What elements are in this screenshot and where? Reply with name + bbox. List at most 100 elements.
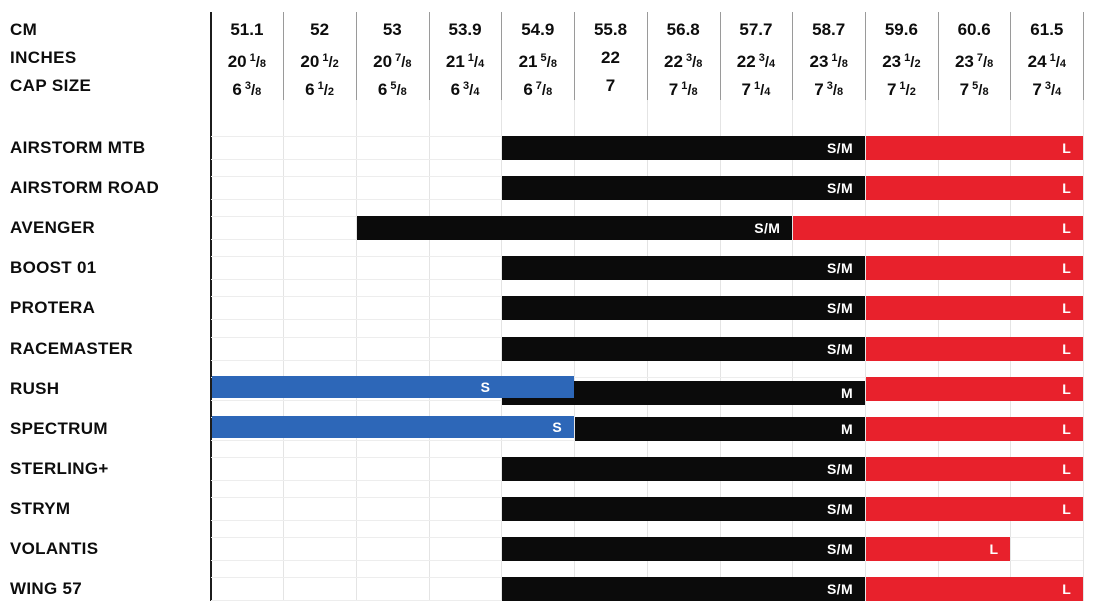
model-label-sterling-: STERLING+ [10,458,109,478]
fraction: 1/8 [249,52,267,71]
header-label-cm: CM [10,20,38,39]
column-inches-value: 20 1/8 [227,52,267,71]
column-header-52: 52 20 1/2 6 1/2 [283,16,356,100]
column-inches-value: 22 3/8 [664,52,703,71]
size-bar-label: L [1062,300,1072,317]
size-bar-label: S/M [826,260,854,277]
column-inches-value: 22 [601,48,620,67]
column-cm-value: 59.6 [884,20,918,39]
header-column-line [283,12,285,100]
column-header-57.7: 57.7 22 3/4 7 1/4 [720,16,793,100]
fraction: 1/2 [904,52,921,71]
column-cm-value: 52 [310,20,330,39]
column-cap-size-value: 7 1/4 [741,80,771,99]
column-header-61.5: 61.5 24 1/4 7 3/4 [1010,16,1083,100]
fraction: 5/8 [972,80,989,99]
column-header-54.9: 54.9 21 5/8 6 7/8 [501,16,574,100]
column-cap-size-value: 7 3/4 [1032,80,1062,99]
column-cap-size-value: 6 5/8 [377,80,407,99]
size-bar-l: L [866,376,1084,401]
size-bar-label: L [1062,260,1072,277]
size-bar-s-m: S/M [502,296,866,321]
column-header-58.7: 58.7 23 1/8 7 3/8 [792,16,865,100]
column-header-59.6: 59.6 23 1/2 7 1/2 [865,16,938,100]
fraction: 7/8 [535,80,553,99]
column-header-53: 53 20 7/8 6 5/8 [356,16,429,100]
size-bar-label: L [1062,380,1072,397]
size-bar-l: L [866,416,1084,441]
header-column-line [355,12,357,100]
column-header-53.9: 53.9 21 1/4 6 3/4 [429,16,502,100]
size-bar-label: L [1062,180,1072,197]
column-inches-value: 21 5/8 [518,52,557,71]
size-bar-label: S/M [826,541,854,557]
model-label-strym: STRYM [10,498,71,518]
body-column-line [865,100,867,601]
column-inches-value: 23 1/2 [882,52,921,71]
size-bar-l: L [866,577,1084,602]
fraction: 1/4 [1049,52,1067,71]
header-column-line [574,12,576,100]
header-column-line [1083,12,1085,100]
size-bar-label: L [1062,460,1072,477]
column-cap-size-value: 7 [605,76,616,95]
column-header-60.6: 60.6 23 7/8 7 5/8 [938,16,1011,100]
size-bar-l: L [866,336,1084,361]
size-bar-label: L [1062,140,1072,156]
column-cm-value: 56.8 [666,20,700,39]
fraction: 1/4 [467,52,485,71]
column-cap-size-value: 6 3/8 [232,80,262,99]
size-bar-label: S/M [826,340,854,357]
column-cm-value: 55.8 [593,20,628,39]
size-bar-label: S/M [826,140,854,156]
fraction: 7/8 [395,52,412,71]
axis-line-left [209,12,212,601]
fraction: 3/4 [1044,80,1062,99]
model-label-avenger: AVENGER [10,218,95,238]
column-cap-size-value: 7 1/2 [886,80,916,99]
size-bar-label: S [552,418,563,435]
size-bar-s-m: S/M [502,136,866,160]
model-label-protera: PROTERA [10,298,96,318]
header-label-inches: INCHES [10,48,77,67]
header-column-line [719,12,721,100]
fraction: 1/4 [753,80,771,99]
size-bar-s-m: S/M [502,537,866,561]
size-bar-s: S [211,375,575,398]
model-label-airstorm-mtb: AIRSTORM MTB [10,138,146,157]
size-bar-label: S [480,378,491,395]
size-bar-l: L [866,296,1084,321]
column-cm-value: 60.6 [957,20,991,39]
fraction: 5/8 [540,52,557,71]
fraction: 7/8 [976,52,994,71]
size-bar-label: L [1062,420,1072,437]
model-label-spectrum: SPECTRUM [10,418,108,438]
fraction: 3/8 [685,52,703,71]
column-inches-value: 20 1/2 [300,52,339,71]
size-bar-label: L [1062,500,1072,517]
size-bar-s-m: S/M [502,176,866,201]
size-bar-label: S/M [826,300,854,317]
model-label-rush: RUSH [10,378,60,398]
size-bar-label: M [840,420,854,437]
size-bar-label: S/M [826,180,854,197]
column-header-51.1: 51.1 20 1/8 6 3/8 [211,16,284,100]
column-inches-value: 21 1/4 [445,52,485,71]
header-label-cap-size: CAP SIZE [10,76,92,95]
model-label-volantis: VOLANTIS [10,539,99,558]
header-column-line [501,12,503,100]
column-cm-value: 53.9 [448,20,482,39]
size-bar-label: S/M [826,581,854,598]
fraction: 1/8 [831,52,848,71]
size-bar-s-m: S/M [502,256,866,281]
column-cap-size-value: 7 1/8 [668,80,698,99]
column-cap-size-value: 6 1/2 [305,80,335,99]
column-cap-size-value: 6 3/4 [450,80,480,99]
column-cm-value: 57.7 [739,20,773,39]
column-inches-value: 22 3/4 [736,52,776,71]
column-inches-value: 23 7/8 [954,52,994,71]
column-inches-value: 24 1/4 [1027,52,1067,71]
size-bar-label: L [1062,340,1072,357]
size-bar-s-m: S/M [502,496,866,521]
